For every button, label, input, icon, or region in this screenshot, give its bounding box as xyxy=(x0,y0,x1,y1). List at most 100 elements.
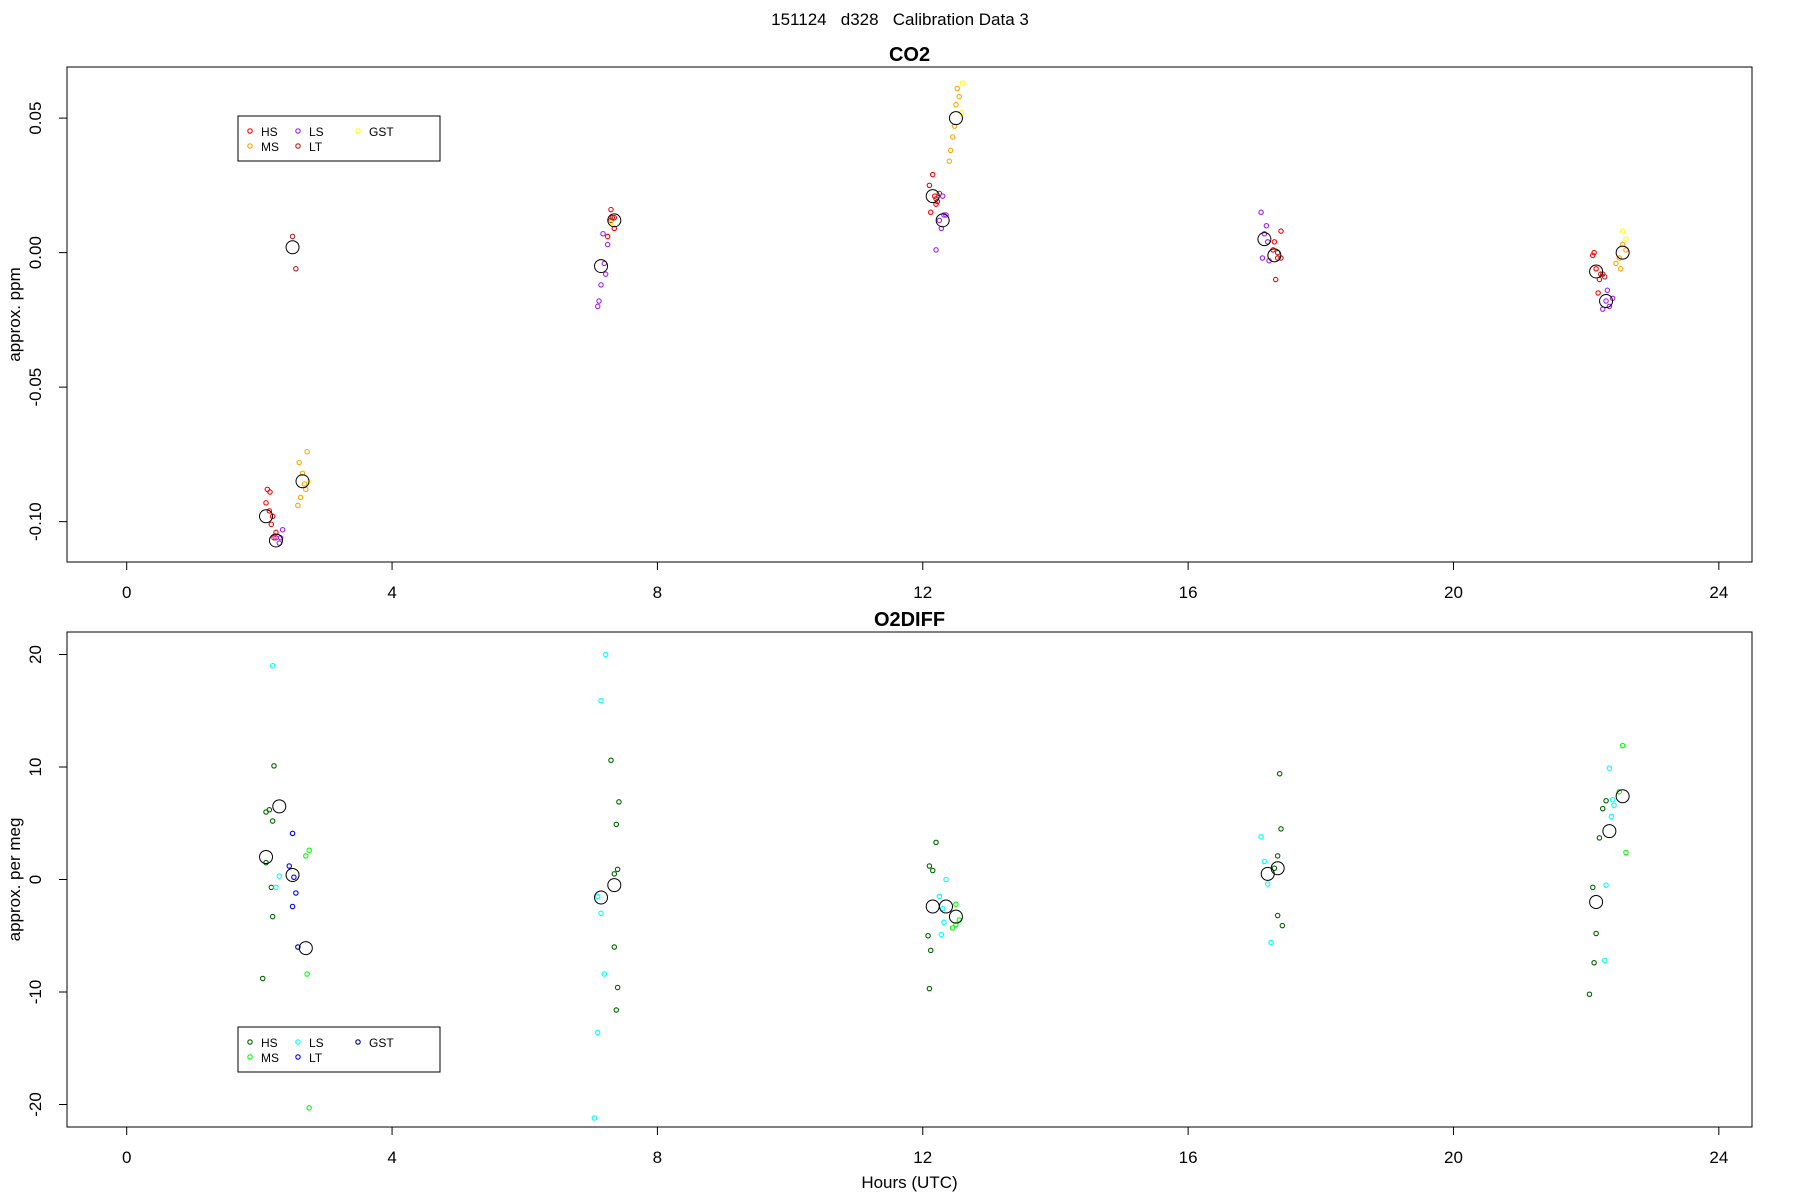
page-title: 151124 d328 Calibration Data 3 xyxy=(771,10,1029,29)
o2diff-x-tick-label: 8 xyxy=(653,1148,662,1167)
o2diff-mean-marker xyxy=(594,890,609,905)
o2diff-point-hs xyxy=(1586,991,1593,997)
o2diff-point-lt xyxy=(289,830,296,837)
co2-point-hs xyxy=(267,489,273,495)
co2-point-ms xyxy=(1617,266,1624,272)
o2diff-point-hs xyxy=(608,757,614,763)
o2diff-point-ls xyxy=(938,931,945,938)
o2diff-point-ls xyxy=(1264,881,1271,887)
co2-point-ls xyxy=(598,282,604,288)
co2-point-ls xyxy=(933,247,939,253)
co2-point-hs xyxy=(1590,252,1596,259)
co2-point-hs xyxy=(931,193,938,199)
o2diff-point-ls xyxy=(594,893,601,900)
co2-point-ls xyxy=(936,217,943,224)
co2-point-hs xyxy=(604,233,611,240)
o2diff-x-tick-label: 12 xyxy=(913,1148,932,1167)
o2diff-point-hs xyxy=(1591,959,1597,966)
o2diff-x-tick-label: 0 xyxy=(122,1148,131,1167)
co2-legend-marker-gst xyxy=(355,128,361,134)
o2diff-point-ls xyxy=(941,919,947,925)
o2diff-legend-marker-hs xyxy=(247,1039,253,1045)
o2diff-x-axis-label: Hours (UTC) xyxy=(861,1173,957,1192)
o2diff-legend-marker-lt xyxy=(295,1054,301,1060)
co2-legend-marker-lt xyxy=(295,143,301,149)
co2-point-hs xyxy=(1272,276,1279,283)
co2-point-ms xyxy=(956,93,963,100)
co2-y-tick-label: 0.05 xyxy=(26,102,45,135)
co2-point-ls xyxy=(1604,287,1611,294)
o2diff-point-ms xyxy=(953,921,959,928)
o2diff-legend-label-ms: MS xyxy=(261,1051,279,1065)
o2diff-point-hs xyxy=(614,984,621,991)
o2diff-point-ms xyxy=(1616,788,1623,795)
o2diff-y-axis-label: approx. per meg xyxy=(5,818,24,942)
o2diff-point-hs xyxy=(1596,835,1603,841)
o2diff-y-tick-label: 10 xyxy=(26,758,45,777)
co2-mean-marker xyxy=(935,213,950,228)
co2-point-ms xyxy=(954,85,961,92)
o2diff-mean-marker xyxy=(298,941,313,956)
o2diff-point-hs xyxy=(616,799,622,805)
o2diff-legend-marker-gst xyxy=(355,1039,361,1045)
co2-point-lt xyxy=(608,217,614,224)
o2diff-point-hs xyxy=(269,913,276,920)
o2diff-point-hs xyxy=(614,866,621,873)
co2-point-ms xyxy=(295,502,301,509)
co2-point-ls xyxy=(279,526,286,533)
co2-mean-marker xyxy=(295,474,310,489)
co2-point-gst xyxy=(959,80,966,86)
o2diff-panel: O2DIFF 0 4 8 12 16 20 24 Hours (UTC) -20 -10 0 10 20 a… xyxy=(5,609,1753,1192)
o2diff-point-hs xyxy=(1274,853,1281,859)
o2diff-point-ls xyxy=(943,876,949,883)
o2diff-point-ls xyxy=(269,662,276,669)
o2diff-point-gst xyxy=(295,944,301,950)
o2diff-point-ls xyxy=(1258,833,1264,840)
co2-point-ls xyxy=(600,231,606,237)
co2-point-hs xyxy=(927,209,934,216)
o2diff-mean-marker xyxy=(1615,789,1630,804)
o2diff-x-tick-label: 4 xyxy=(387,1148,396,1167)
o2diff-point-ls xyxy=(602,651,609,658)
o2diff-point-hs xyxy=(929,867,936,874)
o2diff-legend-label-gst: GST xyxy=(369,1036,394,1050)
co2-legend-marker-ms xyxy=(247,143,253,149)
co2-point-ms xyxy=(1613,260,1619,267)
co2-mean-marker xyxy=(268,533,283,548)
o2diff-point-hs xyxy=(613,1007,620,1013)
o2diff-point-ls xyxy=(598,910,604,916)
o2diff-point-hs xyxy=(927,947,934,954)
o2diff-mean-marker xyxy=(948,909,963,924)
o2diff-y-tick-label: -10 xyxy=(26,980,45,1005)
o2diff-point-hs xyxy=(271,763,277,769)
o2diff-point-ms xyxy=(303,853,309,859)
o2diff-point-hs xyxy=(1599,805,1606,812)
o2diff-point-hs xyxy=(1276,770,1283,777)
co2-point-hs xyxy=(271,535,277,541)
o2diff-point-ls xyxy=(1261,858,1268,865)
co2-point-ls xyxy=(594,303,601,310)
o2diff-x-tick-label: 16 xyxy=(1179,1148,1198,1167)
o2diff-point-ms xyxy=(306,1105,312,1111)
o2diff-point-ls xyxy=(939,905,946,912)
co2-point-hs xyxy=(926,182,933,189)
o2diff-point-ls xyxy=(601,971,608,977)
co2-x-tick-label: 12 xyxy=(913,583,932,602)
o2diff-legend-label-lt: LT xyxy=(309,1051,323,1065)
o2diff-point-hs xyxy=(1593,930,1599,937)
o2diff-x-tick-label: 20 xyxy=(1444,1148,1463,1167)
co2-point-hs xyxy=(1595,290,1601,296)
co2-point-ls xyxy=(604,241,611,248)
co2-mean-marker xyxy=(285,240,300,255)
o2diff-point-lt xyxy=(289,903,296,910)
co2-mean-marker xyxy=(1615,245,1630,260)
co2-point-lt xyxy=(289,233,296,240)
co2-point-ls xyxy=(1261,231,1268,237)
co2-point-lt xyxy=(1601,274,1608,280)
co2-mean-marker xyxy=(1599,294,1614,309)
co2-point-ms xyxy=(297,494,304,501)
co2-point-hs xyxy=(268,521,275,528)
co2-point-ls xyxy=(1258,209,1264,216)
co2-y-axis-label: approx. ppm xyxy=(5,267,24,362)
o2diff-point-hs xyxy=(1590,884,1596,891)
